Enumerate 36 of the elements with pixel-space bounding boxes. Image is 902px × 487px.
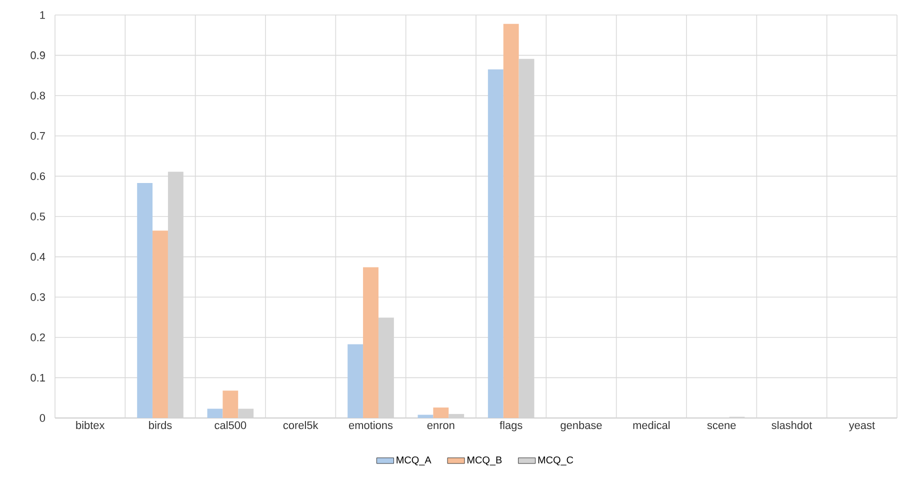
- x-tick-label: medical: [633, 421, 670, 430]
- x-tick-label: enron: [427, 423, 454, 430]
- legend-label: MCQ_A: [396, 456, 432, 466]
- x-tick-label: genbase: [560, 421, 602, 432]
- x-tick-label: cal500: [214, 421, 246, 430]
- y-tick-label: 0.5: [30, 212, 46, 220]
- x-tick-label: scene: [707, 423, 736, 430]
- x-tick-label: emotions: [348, 421, 393, 430]
- y-tick-label: 0.9: [30, 51, 45, 60]
- bar: [152, 230, 168, 418]
- bar: [433, 408, 449, 418]
- x-tick-label: corel5k: [283, 421, 318, 430]
- bar: [363, 267, 378, 418]
- bar: [137, 183, 153, 418]
- y-tick-label: 0.1: [30, 374, 45, 382]
- y-tick-label: 0.6: [30, 172, 45, 180]
- y-tick-label: 0.4: [30, 252, 46, 261]
- x-tick-label: flags: [500, 421, 522, 432]
- y-tick-label: 0.2: [30, 334, 45, 342]
- y-tick-label: 0.3: [30, 293, 45, 301]
- y-tick-label: 0.8: [30, 92, 45, 100]
- legend-label: MCQ_C: [538, 456, 574, 466]
- bar: [348, 344, 364, 418]
- x-tick-label: slashdot: [772, 421, 812, 430]
- legend-label: MCQ_B: [468, 456, 502, 466]
- x-tick-label: bibtex: [76, 421, 105, 430]
- x-tick-label: birds: [149, 421, 172, 430]
- bar: [207, 408, 223, 418]
- bar: [488, 69, 504, 418]
- bar: [222, 390, 238, 418]
- x-tick-label: yeast: [848, 422, 875, 432]
- bar: [418, 414, 434, 418]
- y-tick-label: 1: [40, 11, 45, 19]
- y-tick-label: 0.7: [30, 132, 45, 140]
- bar: [503, 24, 519, 418]
- y-tick-label: 0: [40, 414, 46, 422]
